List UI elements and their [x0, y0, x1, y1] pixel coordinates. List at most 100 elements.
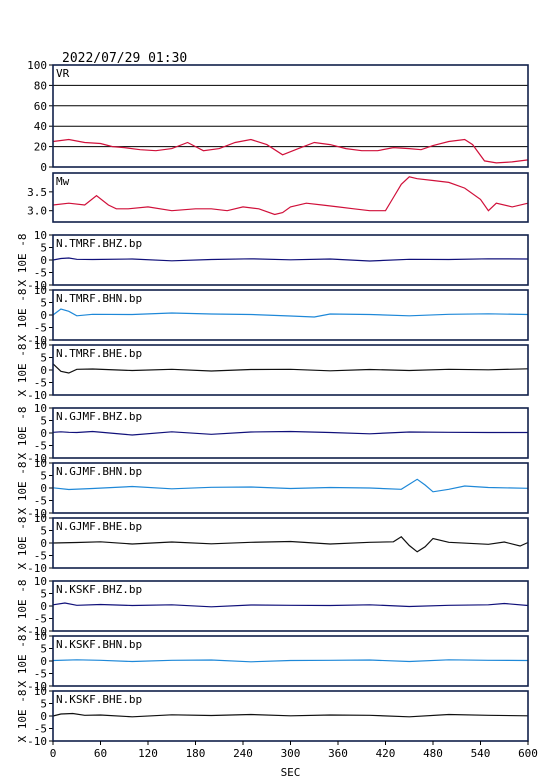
panel-frame — [52, 234, 529, 286]
y-tick-label: 0 — [40, 710, 47, 723]
y-tick-label: 3.5 — [27, 186, 47, 199]
panel-frame — [52, 580, 529, 632]
y-tick-label: -10 — [27, 389, 47, 402]
series-line — [52, 602, 529, 608]
y-tick-label: 40 — [34, 120, 47, 133]
y-tick-label: 0 — [40, 427, 47, 440]
header-datetime: 2022/07/29 01:30 — [62, 51, 187, 66]
y-tick-label: 0 — [40, 364, 47, 377]
panel-0: 100 80 60 40 20 0 VR — [27, 59, 529, 174]
x-axis: 0 60 120 180 240 300 360 420 480 540 600 SEC — [50, 741, 538, 779]
x-tick-label: 360 — [328, 747, 348, 760]
y-unit-label: X 10E -8 — [16, 580, 29, 633]
y-tick-label: 0 — [40, 254, 47, 267]
panel-label: N.TMRF.BHZ.bp — [56, 237, 142, 250]
panel-label: N.TMRF.BHE.bp — [56, 347, 142, 360]
panel-label: Mw — [56, 175, 70, 188]
x-tick-label: 120 — [138, 747, 158, 760]
y-tick-label: -5 — [34, 267, 47, 280]
y-tick-label: -5 — [34, 613, 47, 626]
x-tick-label: 180 — [186, 747, 206, 760]
y-tick-label: -5 — [34, 377, 47, 390]
y-tick-label: 10 — [34, 512, 47, 525]
panel-label: N.GJMF.BHZ.bp — [56, 410, 142, 423]
panel-1: 3.5 3.0 Mw — [27, 172, 529, 223]
y-tick-label: -5 — [34, 440, 47, 453]
panel-label: N.KSKF.BHE.bp — [56, 693, 142, 706]
x-tick-label: 480 — [423, 747, 443, 760]
panel-frame — [52, 172, 529, 223]
y-unit-label: X 10E -8 — [16, 517, 29, 570]
x-tick-label: 540 — [471, 747, 491, 760]
y-tick-label: 0 — [40, 537, 47, 550]
y-tick-label: 10 — [34, 685, 47, 698]
series-line — [52, 176, 529, 216]
y-tick-label: -10 — [27, 334, 47, 347]
panel-label: N.GJMF.BHN.bp — [56, 465, 142, 478]
y-tick-label: 5 — [40, 643, 47, 656]
series-line — [52, 712, 529, 718]
y-tick-label: 20 — [34, 141, 47, 154]
y-tick-label: 10 — [34, 457, 47, 470]
y-tick-label: -5 — [34, 495, 47, 508]
y-tick-label: 10 — [34, 402, 47, 415]
x-tick-label: 0 — [50, 747, 57, 760]
y-tick-label: 5 — [40, 698, 47, 711]
y-unit-label: X 10E -8 — [16, 234, 29, 287]
series-line — [52, 659, 529, 663]
y-tick-label: -10 — [27, 279, 47, 292]
panel-frame — [52, 462, 529, 514]
series-line — [52, 138, 529, 164]
y-tick-label: -10 — [27, 562, 47, 575]
series-line — [52, 257, 529, 262]
panel-frame — [52, 64, 529, 168]
y-tick-label: -10 — [27, 680, 47, 693]
y-tick-label: 0 — [40, 161, 47, 174]
panel-label: N.KSKF.BHN.bp — [56, 638, 142, 651]
y-tick-label: 3.0 — [27, 205, 47, 218]
panel-frame — [52, 289, 529, 341]
y-tick-label: 10 — [34, 575, 47, 588]
panel-label: N.KSKF.BHZ.bp — [56, 583, 142, 596]
x-axis-label: SEC — [281, 766, 301, 779]
panel-frame — [52, 407, 529, 459]
series-line — [52, 478, 529, 493]
y-unit-label: X 10E -8 — [16, 407, 29, 460]
panel-label: N.GJMF.BHE.bp — [56, 520, 142, 533]
y-tick-label: 10 — [34, 229, 47, 242]
panel-frame — [52, 517, 529, 569]
y-tick-label: 0 — [40, 482, 47, 495]
panel-frame — [52, 635, 529, 687]
y-tick-label: -10 — [27, 507, 47, 520]
y-tick-label: -10 — [27, 452, 47, 465]
y-tick-label: 10 — [34, 339, 47, 352]
series-line — [52, 430, 528, 436]
y-tick-label: -5 — [34, 723, 47, 736]
y-tick-label: -10 — [27, 735, 47, 748]
y-tick-label: 5 — [40, 525, 47, 538]
y-tick-label: 60 — [34, 100, 47, 113]
y-tick-label: -10 — [27, 625, 47, 638]
y-tick-label: -5 — [34, 550, 47, 563]
y-unit-label: X 10E -8 — [16, 344, 29, 397]
y-unit-label: X 10E -8 — [16, 462, 29, 515]
panel-label: VR — [56, 67, 70, 80]
y-unit-label: X 10E -8 — [16, 289, 29, 342]
series-line — [52, 363, 529, 374]
panel-label: N.TMRF.BHN.bp — [56, 292, 142, 305]
y-tick-label: -5 — [34, 322, 47, 335]
y-unit-label: X 10E -8 — [16, 635, 29, 688]
y-tick-label: 0 — [40, 655, 47, 668]
x-tick-label: 300 — [281, 747, 301, 760]
y-tick-label: 0 — [40, 600, 47, 613]
y-tick-label: 5 — [40, 352, 47, 365]
